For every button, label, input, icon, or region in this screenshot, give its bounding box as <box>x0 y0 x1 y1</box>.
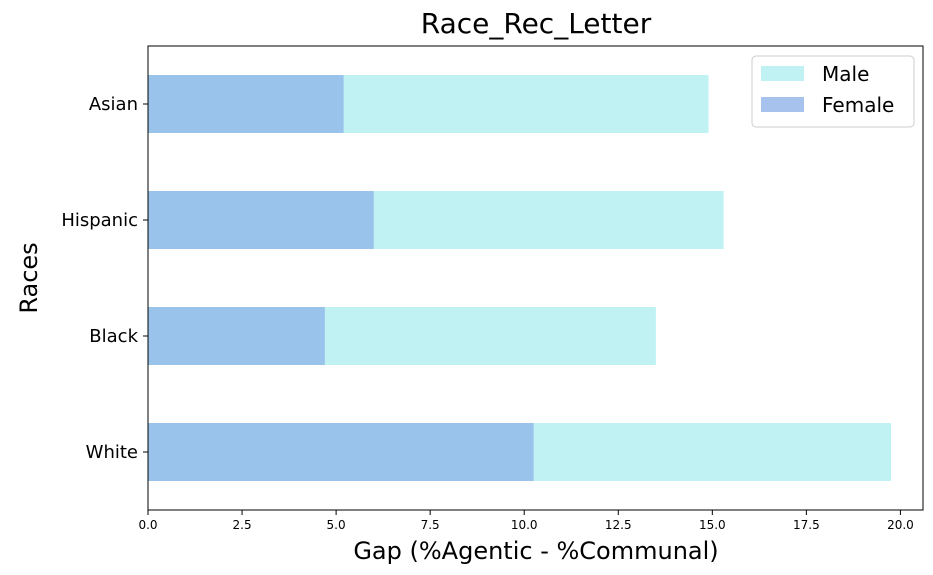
legend-label-male: Male <box>822 62 869 86</box>
bar-female-black <box>148 307 325 365</box>
legend-swatch-female <box>761 97 804 112</box>
x-tick-label: 0.0 <box>138 518 157 532</box>
bar-female-hispanic <box>148 191 374 249</box>
x-tick-label: 15.0 <box>699 518 726 532</box>
x-tick-label: 7.5 <box>421 518 440 532</box>
legend-label-female: Female <box>822 93 894 117</box>
bars-layer <box>148 75 892 481</box>
x-tick-label: 20.0 <box>887 518 914 532</box>
x-tick-label: 10.0 <box>511 518 538 532</box>
legend-swatch-male <box>761 66 804 81</box>
bar-female-asian <box>148 75 344 133</box>
x-axis-label: Gap (%Agentic - %Communal) <box>353 537 718 565</box>
chart-title: Race_Rec_Letter <box>421 7 652 40</box>
legend: Male Female <box>751 55 915 128</box>
x-tick-label: 17.5 <box>793 518 820 532</box>
plot-area-frame <box>147 45 924 511</box>
y-tick-label-black: Black <box>89 326 138 347</box>
y-tick-label-asian: Asian <box>89 94 138 115</box>
x-tick-label: 5.0 <box>327 518 346 532</box>
x-tick-label: 2.5 <box>233 518 252 532</box>
x-axis: 0.0 2.5 5.0 7.5 10.0 12.5 15.0 17.5 20.0 <box>138 510 914 532</box>
x-tick-label: 12.5 <box>605 518 632 532</box>
bar-female-white <box>148 423 534 481</box>
y-tick-label-hispanic: Hispanic <box>61 210 138 231</box>
y-axis-label: Races <box>15 242 43 313</box>
y-tick-label-white: White <box>86 442 138 463</box>
y-axis: White Black Hispanic Asian <box>61 94 148 463</box>
